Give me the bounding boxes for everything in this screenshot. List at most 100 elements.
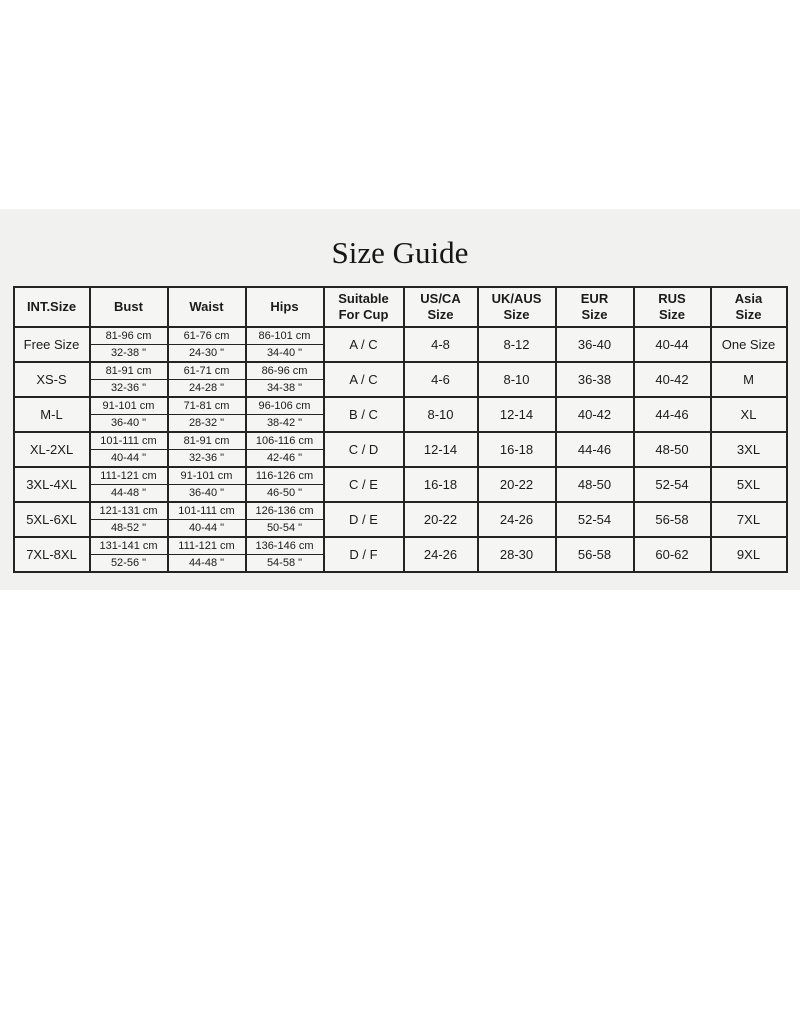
waist-cm-cell: 91-101 cm	[166, 466, 247, 485]
int-size-cell: M-L	[12, 396, 91, 433]
waist-in-cell: 24-28 "	[166, 379, 247, 398]
hips-in-cell: 42-46 "	[244, 449, 325, 468]
table-row-inches: 44-48 " 36-40 " 46-50 "	[14, 484, 787, 503]
waist-in-cell: 32-36 "	[166, 449, 247, 468]
header-suitable-cup: Suitable For Cup	[322, 286, 405, 328]
waist-cm-cell: 71-81 cm	[166, 396, 247, 415]
bust-cm-cell: 81-96 cm	[88, 326, 169, 345]
asia-size-cell: One Size	[709, 326, 788, 363]
table-row-inches: 48-52 " 40-44 " 50-54 "	[14, 519, 787, 538]
ukaus-size-cell: 24-26	[476, 501, 557, 538]
ukaus-size-cell: 8-10	[476, 361, 557, 398]
bust-cm-cell: 81-91 cm	[88, 361, 169, 380]
asia-size-cell: 7XL	[709, 501, 788, 538]
usca-size-cell: 4-8	[402, 326, 479, 363]
hips-in-cell: 34-40 "	[244, 344, 325, 363]
ukaus-size-cell: 16-18	[476, 431, 557, 468]
int-size-cell: XS-S	[12, 361, 91, 398]
eur-size-cell: 44-46	[554, 431, 635, 468]
header-usca-size: US/CA Size	[402, 286, 479, 328]
eur-size-cell: 52-54	[554, 501, 635, 538]
eur-size-cell: 40-42	[554, 396, 635, 433]
hips-cm-cell: 86-101 cm	[244, 326, 325, 345]
eur-size-cell: 48-50	[554, 466, 635, 503]
waist-in-cell: 36-40 "	[166, 484, 247, 503]
bust-in-cell: 36-40 "	[88, 414, 169, 433]
waist-in-cell: 28-32 "	[166, 414, 247, 433]
hips-in-cell: 54-58 "	[244, 554, 325, 573]
cup-cell: B / C	[322, 396, 405, 433]
asia-size-cell: 5XL	[709, 466, 788, 503]
cup-cell: C / E	[322, 466, 405, 503]
hips-in-cell: 46-50 "	[244, 484, 325, 503]
waist-cm-cell: 81-91 cm	[166, 431, 247, 450]
header-row: INT.Size Bust Waist Hips Suitable For Cu…	[12, 286, 788, 328]
usca-size-cell: 8-10	[402, 396, 479, 433]
table-row: 7XL-8XL 131-141 cm 111-121 cm 136-146 cm…	[12, 536, 788, 573]
eur-size-cell: 36-40	[554, 326, 635, 363]
hips-cm-cell: 86-96 cm	[244, 361, 325, 380]
eur-size-cell: 36-38	[554, 361, 635, 398]
ukaus-size-cell: 12-14	[476, 396, 557, 433]
bust-cm-cell: 91-101 cm	[88, 396, 169, 415]
waist-in-cell: 40-44 "	[166, 519, 247, 538]
header-eur-size: EUR Size	[554, 286, 635, 328]
asia-size-cell: XL	[709, 396, 788, 433]
rus-size-cell: 48-50	[632, 431, 712, 468]
cup-cell: D / F	[322, 536, 405, 573]
hips-cm-cell: 136-146 cm	[244, 536, 325, 555]
rus-size-cell: 40-42	[632, 361, 712, 398]
usca-size-cell: 4-6	[402, 361, 479, 398]
header-bust: Bust	[88, 286, 169, 328]
waist-in-cell: 24-30 "	[166, 344, 247, 363]
bust-in-cell: 52-56 "	[88, 554, 169, 573]
header-asia-size: Asia Size	[709, 286, 788, 328]
page-title: Size Guide	[331, 235, 469, 270]
waist-cm-cell: 61-71 cm	[166, 361, 247, 380]
asia-size-cell: 3XL	[709, 431, 788, 468]
rus-size-cell: 52-54	[632, 466, 712, 503]
header-hips: Hips	[244, 286, 325, 328]
usca-size-cell: 24-26	[402, 536, 479, 573]
table-row: XL-2XL 101-111 cm 81-91 cm 106-116 cm C …	[12, 431, 788, 468]
ukaus-size-cell: 28-30	[476, 536, 557, 573]
int-size-cell: 3XL-4XL	[12, 466, 91, 503]
waist-cm-cell: 101-111 cm	[166, 501, 247, 520]
rus-size-cell: 60-62	[632, 536, 712, 573]
header-rus-size: RUS Size	[632, 286, 712, 328]
bust-in-cell: 32-38 "	[88, 344, 169, 363]
header-waist: Waist	[166, 286, 247, 328]
bust-cm-cell: 131-141 cm	[88, 536, 169, 555]
int-size-cell: 5XL-6XL	[12, 501, 91, 538]
hips-cm-cell: 116-126 cm	[244, 466, 325, 485]
table-row: XS-S 81-91 cm 61-71 cm 86-96 cm A / C 4-…	[12, 361, 788, 398]
rus-size-cell: 44-46	[632, 396, 712, 433]
table-body: Free Size 81-96 cm 61-76 cm 86-101 cm A …	[12, 326, 788, 573]
cup-cell: D / E	[322, 501, 405, 538]
ukaus-size-cell: 8-12	[476, 326, 557, 363]
int-size-cell: XL-2XL	[12, 431, 91, 468]
asia-size-cell: M	[709, 361, 788, 398]
waist-cm-cell: 111-121 cm	[166, 536, 247, 555]
bust-in-cell: 32-36 "	[88, 379, 169, 398]
cup-cell: A / C	[322, 326, 405, 363]
usca-size-cell: 12-14	[402, 431, 479, 468]
rus-size-cell: 56-58	[632, 501, 712, 538]
table-row: 3XL-4XL 111-121 cm 91-101 cm 116-126 cm …	[12, 466, 788, 503]
eur-size-cell: 56-58	[554, 536, 635, 573]
bust-in-cell: 44-48 "	[88, 484, 169, 503]
table-row: Free Size 81-96 cm 61-76 cm 86-101 cm A …	[12, 326, 788, 363]
table-row-inches: 52-56 " 44-48 " 54-58 "	[14, 554, 787, 573]
bust-cm-cell: 101-111 cm	[88, 431, 169, 450]
hips-cm-cell: 106-116 cm	[244, 431, 325, 450]
int-size-cell: 7XL-8XL	[12, 536, 91, 573]
asia-size-cell: 9XL	[709, 536, 788, 573]
header-int-size: INT.Size	[12, 286, 91, 328]
rus-size-cell: 40-44	[632, 326, 712, 363]
waist-cm-cell: 61-76 cm	[166, 326, 247, 345]
bust-in-cell: 40-44 "	[88, 449, 169, 468]
usca-size-cell: 16-18	[402, 466, 479, 503]
size-guide-panel: Size Guide INT.Size Bust Waist Hips Suit…	[0, 209, 800, 590]
bust-cm-cell: 121-131 cm	[88, 501, 169, 520]
cup-cell: C / D	[322, 431, 405, 468]
